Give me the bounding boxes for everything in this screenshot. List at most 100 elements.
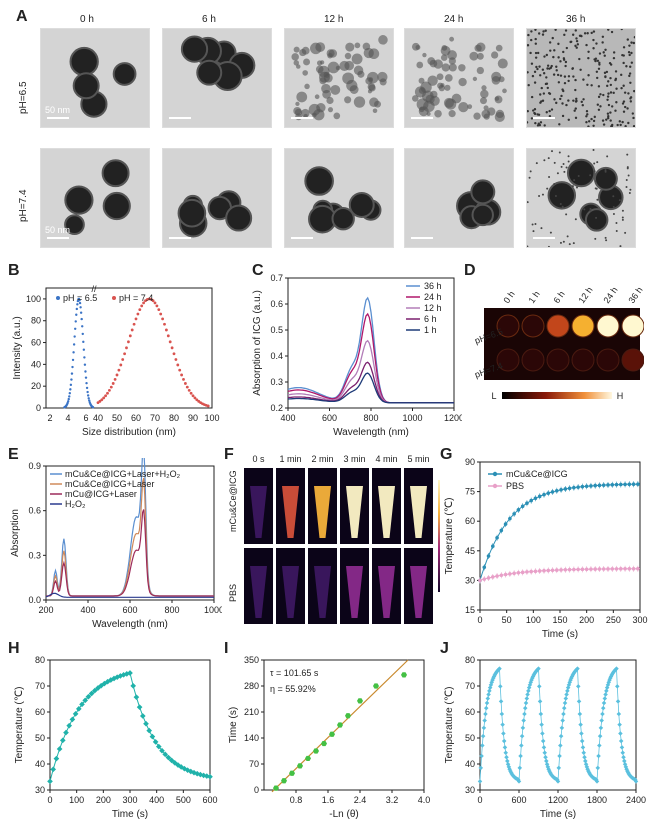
tem-nanoparticle [543, 159, 546, 162]
tem-nanoparticle [561, 102, 564, 105]
plate-well [596, 348, 620, 372]
tem-nanoparticle [535, 162, 538, 165]
tem-nanoparticle [535, 65, 538, 69]
chart-j-x-tick-label: 0 [477, 795, 482, 805]
size-point-ph65 [69, 388, 72, 391]
y-tick-label: 20 [31, 381, 41, 391]
tem-nanoparticle [527, 71, 529, 74]
tem-fragment [304, 83, 310, 90]
tem-nanoparticle [546, 64, 550, 67]
chart-e-y-tick-label: 0.6 [28, 506, 41, 516]
size-point-ph74 [123, 352, 126, 356]
tem-nanoparticle [527, 44, 530, 47]
fit-data-point [313, 748, 319, 754]
fit-data-point [345, 713, 351, 719]
size-point-ph74 [138, 308, 142, 312]
tem-nanoparticle [553, 182, 556, 185]
tem-fragment [326, 96, 334, 105]
tem-nanoparticle [615, 230, 618, 233]
plate-well [521, 314, 545, 338]
tem-nanoparticle [612, 51, 616, 54]
tem-nanoparticle [536, 113, 539, 116]
tem-fragment [422, 52, 427, 58]
tem-nanoparticle [621, 218, 624, 221]
tem-nanoparticle [548, 109, 551, 113]
tem-nanoparticle [562, 163, 565, 166]
chart-h-x-tick-label: 500 [176, 795, 191, 805]
size-point-ph74 [109, 385, 113, 389]
chart-h-x-tick-label: 600 [202, 795, 217, 805]
chart-h-x-axis-label: Time (s) [112, 809, 148, 820]
chart-j-y-tick-label: 40 [465, 759, 475, 769]
tem-nanoparticle [610, 30, 614, 34]
size-point-ph74 [128, 334, 132, 338]
thermal-tube [282, 486, 299, 538]
tem-fragment [441, 63, 450, 72]
tem-nanoparticle [625, 185, 628, 188]
tem-nanoparticle [545, 76, 548, 79]
tem-nanoparticle [618, 120, 621, 123]
tem-nanoparticle [528, 176, 531, 179]
tem-nanoparticle [596, 161, 599, 164]
tem-nanoparticle [632, 124, 635, 127]
tem-nanoparticle [576, 43, 580, 46]
color-scale-low: L [491, 391, 496, 401]
scale-bar [291, 237, 313, 239]
tem-fragment [481, 85, 487, 91]
tem-fragment [494, 111, 505, 122]
tem-nanoparticle [605, 118, 608, 121]
tem-nanoparticle [533, 108, 537, 111]
legend-label: 36 h [424, 281, 442, 291]
tem-nanoparticle [599, 93, 602, 96]
size-point-ph74 [185, 385, 189, 389]
tem-fragment [367, 71, 379, 84]
size-point-ph74 [157, 308, 161, 312]
tem-nanoparticle [609, 119, 612, 122]
size-point-ph65 [68, 395, 71, 398]
tem-micrograph [526, 28, 636, 128]
panel-label-h: H [8, 640, 20, 657]
chart-h-y-tick-label: 70 [35, 681, 45, 691]
thermal-row-label-top: mCu&Ce@ICG [228, 470, 238, 532]
tem-nanoparticle [549, 49, 552, 52]
tem-nanoparticle [620, 86, 623, 90]
thermal-tube [346, 566, 363, 618]
size-point-ph65 [91, 406, 95, 409]
size-point-ph74 [168, 340, 172, 344]
tem-particle-cluster [180, 35, 209, 63]
tem-fragment [327, 107, 334, 113]
tem-fragment [434, 109, 442, 118]
chart-j-y-axis-label: Temperature (℃) [444, 687, 455, 764]
tem-nanoparticle [629, 188, 632, 191]
tem-nanoparticle [601, 119, 605, 122]
tem-micrograph [526, 148, 636, 248]
chart-g-x-tick-label: 150 [552, 615, 567, 625]
x-tick-label: 4 [65, 413, 70, 423]
size-point-ph65 [68, 392, 71, 395]
tem-nanoparticle [621, 209, 624, 212]
tem-fragment [416, 61, 424, 69]
chart-c-y-axis-label: Absorption of ICG (a.u.) [252, 290, 263, 396]
tem-nanoparticle [542, 30, 545, 33]
size-point-ph74 [151, 299, 155, 303]
chart-h-x-tick-label: 100 [69, 795, 84, 805]
chart-g-y-tick-label: 30 [465, 575, 475, 585]
scale-bar [169, 237, 191, 239]
tem-micrograph-image [527, 149, 635, 247]
tem-background [285, 149, 393, 247]
tem-fragment [333, 112, 341, 120]
size-point-ph74 [206, 404, 210, 408]
tem-particle-cluster [112, 62, 137, 86]
tem-nanoparticle [589, 174, 592, 177]
tem-fragment [349, 85, 359, 94]
tem-micrograph-image [41, 149, 149, 247]
tem-fragment [474, 44, 482, 52]
tem-fragment [429, 95, 440, 106]
tem-nanoparticle [595, 70, 599, 74]
tem-nanoparticle [609, 111, 612, 114]
tem-nanoparticle [612, 56, 616, 60]
tem-nanoparticle [574, 100, 578, 103]
tem-fragment [323, 71, 330, 78]
tem-fragment [448, 110, 456, 118]
tem-nanoparticle [536, 51, 540, 55]
